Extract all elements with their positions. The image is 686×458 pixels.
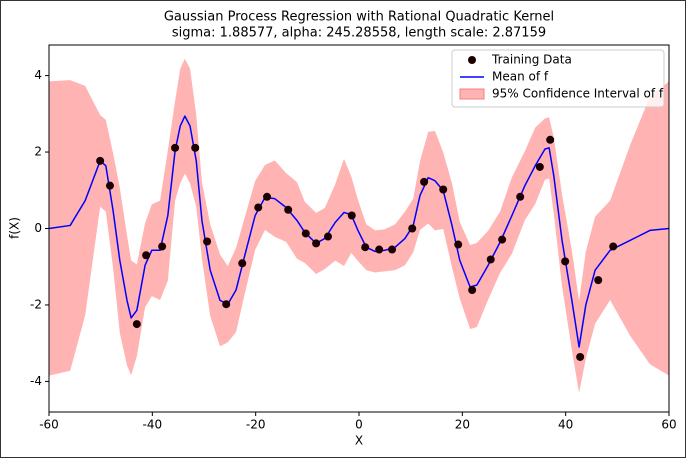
x-tick-label: 40 [558,418,573,432]
training-point [301,229,310,238]
x-axis-label: X [355,434,363,448]
training-point [420,177,429,186]
legend: Training Data Mean of f 95% Confidence Int… [451,49,665,108]
y-tick-label: -2 [30,297,42,311]
legend-box [451,49,665,108]
training-point [222,300,231,309]
x-tick-label: -20 [246,418,266,432]
chart-subtitle: sigma: 1.88577, alpha: 245.28558, length… [172,26,546,41]
training-point [535,162,544,171]
training-point [132,320,141,329]
training-point [576,352,585,361]
training-point [312,239,321,248]
training-point [561,257,570,266]
training-point [388,245,397,254]
training-point [191,143,200,152]
training-point [105,181,114,190]
training-point [454,240,463,249]
training-point [594,276,603,285]
legend-label: Training Data [491,53,572,67]
x-tick-label: 0 [355,418,363,432]
series-layer [49,58,669,393]
legend-marker [468,56,476,64]
training-point [468,286,477,295]
x-tick-label: -60 [39,418,59,432]
y-tick-label: 0 [34,221,42,235]
training-point [498,235,507,244]
training-point [203,237,212,246]
training-point [408,224,417,233]
training-point [516,192,525,201]
chart-title: Gaussian Process Regression with Rationa… [164,10,554,25]
training-point [347,211,356,220]
training-point [254,203,263,212]
mean-line [49,115,669,348]
training-point [263,192,272,201]
training-point [284,205,293,214]
legend-label: 95% Confidence Interval of f [492,87,664,101]
training-point [439,185,448,194]
training-point [324,232,332,241]
training-point [375,245,384,254]
x-tick-label: 60 [661,418,676,432]
confidence-band [49,58,669,393]
training-point [609,242,618,251]
x-tick-label: 20 [455,418,470,432]
y-axis-label: f(X) [8,217,22,239]
training-point [238,259,247,268]
training-point [486,255,495,264]
training-point [546,135,555,144]
y-tick-label: 4 [34,68,42,82]
legend-marker [459,88,485,100]
y-tick-label: -4 [30,374,42,388]
x-tick-label: -40 [143,418,163,432]
training-point [142,251,151,260]
training-point [361,243,370,252]
training-point [96,156,105,165]
training-point [158,242,167,251]
training-point [171,143,180,152]
y-tick-label: 2 [34,145,42,159]
legend-label: Mean of f [492,70,549,84]
